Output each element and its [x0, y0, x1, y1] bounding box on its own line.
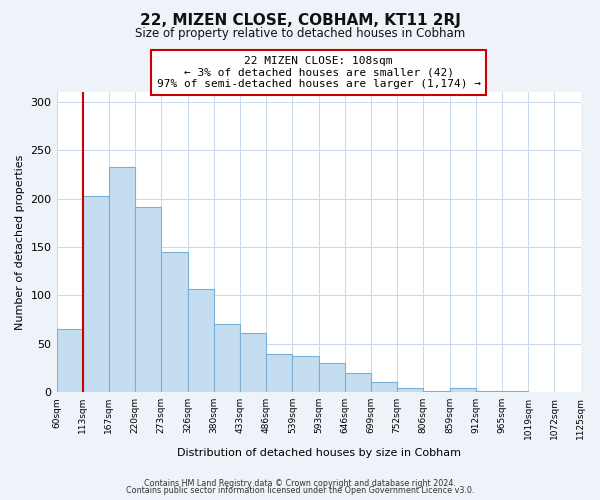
Bar — [292, 356, 319, 392]
Text: Contains public sector information licensed under the Open Government Licence v3: Contains public sector information licen… — [126, 486, 474, 495]
Bar — [266, 354, 292, 392]
Bar — [135, 208, 161, 392]
Text: 22, MIZEN CLOSE, COBHAM, KT11 2RJ: 22, MIZEN CLOSE, COBHAM, KT11 2RJ — [140, 12, 460, 28]
Text: Size of property relative to detached houses in Cobham: Size of property relative to detached ho… — [135, 28, 465, 40]
Bar — [319, 363, 345, 392]
Bar — [476, 391, 502, 392]
Y-axis label: Number of detached properties: Number of detached properties — [15, 154, 25, 330]
Bar — [188, 288, 214, 392]
Bar — [109, 166, 135, 392]
Bar — [56, 329, 83, 392]
Bar — [161, 252, 188, 392]
Bar — [502, 391, 528, 392]
X-axis label: Distribution of detached houses by size in Cobham: Distribution of detached houses by size … — [176, 448, 461, 458]
Text: Contains HM Land Registry data © Crown copyright and database right 2024.: Contains HM Land Registry data © Crown c… — [144, 478, 456, 488]
Bar — [424, 391, 449, 392]
Bar — [240, 333, 266, 392]
Text: 22 MIZEN CLOSE: 108sqm
← 3% of detached houses are smaller (42)
97% of semi-deta: 22 MIZEN CLOSE: 108sqm ← 3% of detached … — [157, 56, 481, 89]
Bar — [214, 324, 240, 392]
Bar — [397, 388, 424, 392]
Bar — [345, 373, 371, 392]
Bar — [449, 388, 476, 392]
Bar — [371, 382, 397, 392]
Bar — [83, 196, 109, 392]
